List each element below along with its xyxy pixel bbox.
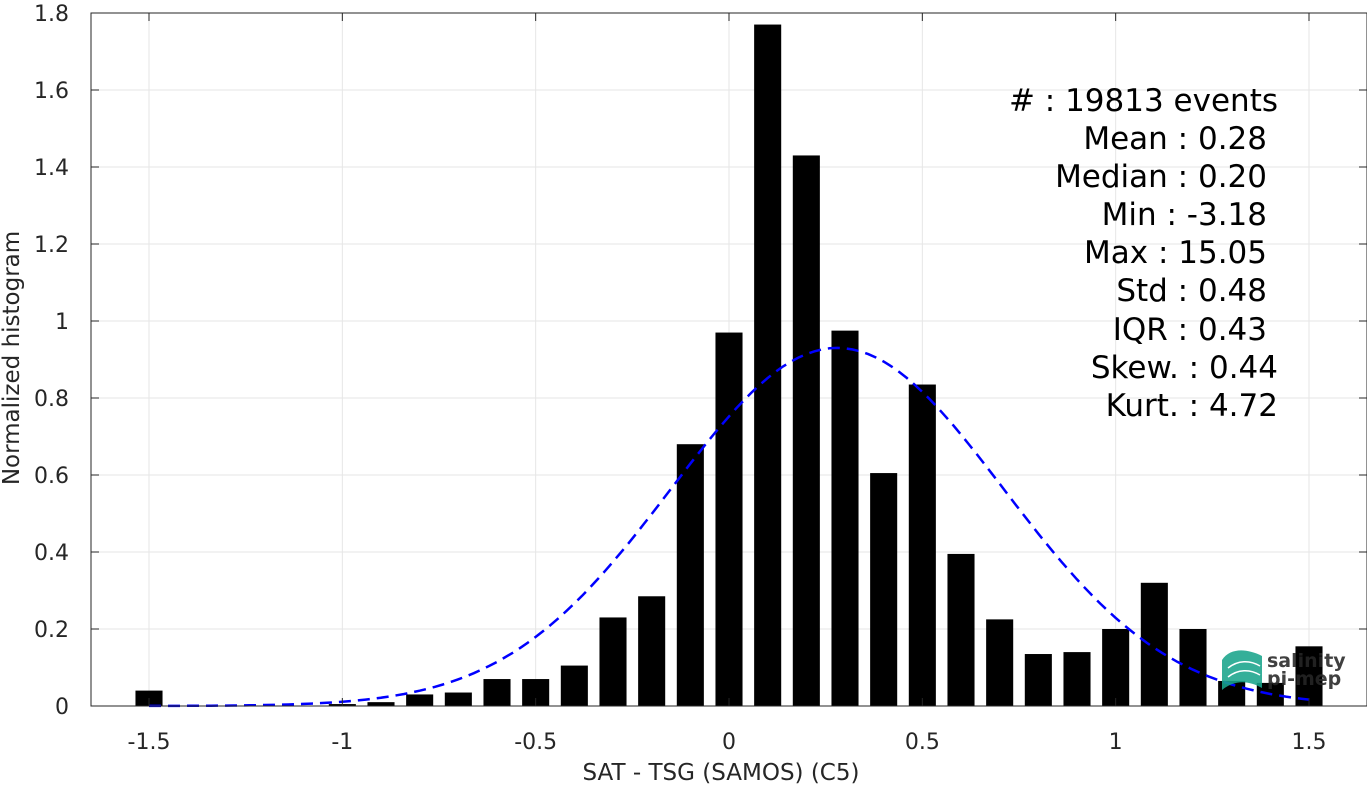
stat-mean: Mean : 0.28 xyxy=(1083,121,1267,157)
histogram-bar xyxy=(792,155,820,706)
y-tick-label: 0.6 xyxy=(34,464,69,489)
y-tick-label: 0.4 xyxy=(34,541,69,566)
x-tick-label: 1.5 xyxy=(1292,730,1327,755)
y-tick-label: 0.2 xyxy=(34,618,69,643)
histogram-bar xyxy=(1102,629,1130,706)
histogram-bar xyxy=(870,473,898,706)
histogram-bar xyxy=(406,694,434,706)
x-axis-label: SAT - TSG (SAMOS) (C5) xyxy=(583,760,860,785)
histogram-bar xyxy=(754,24,782,707)
histogram-bar xyxy=(947,553,975,706)
x-tick-label: -1.5 xyxy=(128,730,171,755)
histogram-bar xyxy=(483,679,511,706)
histogram-bar xyxy=(986,619,1014,706)
y-tick-label: 1.4 xyxy=(34,156,69,181)
y-tick-label: 1.6 xyxy=(34,79,69,104)
y-tick-label: 1 xyxy=(55,310,69,335)
histogram-bars xyxy=(135,24,1323,707)
histogram-bar xyxy=(1063,652,1091,706)
histogram-bar xyxy=(1140,582,1168,706)
y-tick-label: 1.2 xyxy=(34,233,69,258)
histogram-bar xyxy=(1024,654,1052,706)
y-axis-ticks: 0 0.2 0.4 0.6 0.8 1 1.2 1.4 1.6 1.8 xyxy=(34,2,1367,720)
y-tick-label: 0 xyxy=(55,695,69,720)
histogram-bar xyxy=(1179,629,1207,706)
histogram-bar xyxy=(599,617,627,706)
statistics-annotation: # : 19813 events Mean : 0.28 Median : 0.… xyxy=(1009,83,1278,424)
x-tick-label: 0 xyxy=(722,730,736,755)
stat-std: Std : 0.48 xyxy=(1116,273,1267,309)
histogram-bar xyxy=(444,692,472,706)
x-axis-ticks: -1.5 -1 -0.5 0 0.5 1 1.5 xyxy=(128,13,1327,755)
logo-line-salinity: salinity xyxy=(1267,650,1346,672)
histogram-bar xyxy=(715,332,743,706)
histogram-bar xyxy=(908,384,936,706)
stat-skewness: Skew. : 0.44 xyxy=(1091,350,1278,386)
y-axis-label: Normalized histogram xyxy=(0,231,25,485)
salinity-pimep-logo: salinity pi-mep xyxy=(1222,650,1346,690)
wave-logo-icon xyxy=(1222,650,1262,690)
x-tick-label: -0.5 xyxy=(514,730,557,755)
y-tick-label: 1.8 xyxy=(34,2,69,27)
x-tick-label: -1 xyxy=(331,730,353,755)
x-tick-label: 1 xyxy=(1109,730,1123,755)
histogram-bar xyxy=(1295,646,1323,706)
stat-min: Min : -3.18 xyxy=(1102,197,1267,233)
logo-line-pimep: pi-mep xyxy=(1267,668,1341,690)
y-tick-label: 0.8 xyxy=(34,387,69,412)
stat-max: Max : 15.05 xyxy=(1084,235,1267,271)
stat-kurtosis: Kurt. : 4.72 xyxy=(1106,388,1278,424)
histogram-bar xyxy=(676,444,704,706)
histogram-bar xyxy=(560,665,588,706)
stat-event-count: # : 19813 events xyxy=(1009,83,1278,119)
histogram-bar xyxy=(831,330,859,706)
x-tick-label: 0.5 xyxy=(905,730,940,755)
stat-median: Median : 0.20 xyxy=(1055,159,1267,195)
histogram-bar xyxy=(638,596,666,706)
stat-iqr: IQR : 0.43 xyxy=(1113,312,1267,348)
histogram-bar xyxy=(367,702,395,706)
